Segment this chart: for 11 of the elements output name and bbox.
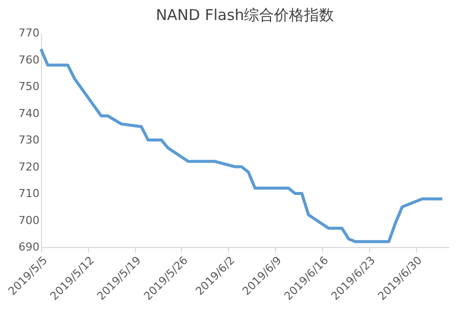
y-tick-label: 750: [18, 80, 40, 93]
y-tick-label: 700: [18, 214, 40, 227]
y-tick-label: 740: [18, 106, 40, 120]
y-tick-label: 720: [18, 160, 40, 174]
y-tick-label: 690: [18, 240, 40, 254]
y-tick-label: 730: [18, 134, 40, 146]
y-tick-label: 760: [18, 53, 40, 66]
line-series: [40, 48, 444, 244]
y-tick-label: 710: [18, 187, 40, 200]
chart-title: NAND Flash综合价格指数: [156, 6, 334, 24]
y-tick-label: 770: [18, 26, 40, 40]
